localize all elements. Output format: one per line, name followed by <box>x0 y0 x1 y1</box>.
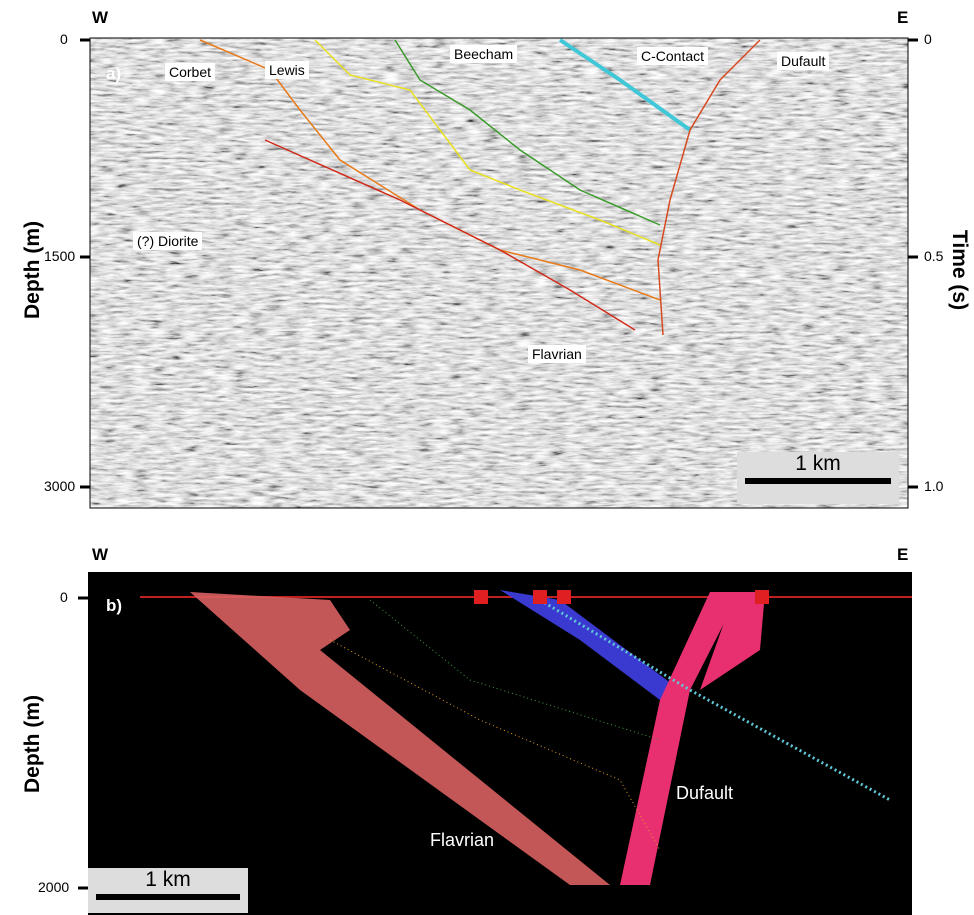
west-label: W <box>92 545 108 565</box>
scale-bar: 1 km <box>88 868 248 913</box>
y2-tick-label: 0 <box>924 31 932 47</box>
y2-axis-title: Time (s) <box>947 225 971 315</box>
panel-label: b) <box>106 596 122 616</box>
panel-b-image <box>78 572 912 915</box>
y-axis-title: Depth (m) <box>21 689 45 799</box>
y-tick-label: 3000 <box>44 478 75 494</box>
annotation: Dufault <box>777 52 829 70</box>
y2-tick-label: 0.5 <box>924 248 943 264</box>
y-tick-label: 0 <box>60 589 68 605</box>
annotation: Flavrian <box>430 830 494 851</box>
y-tick-label: 0 <box>60 31 68 47</box>
east-label: E <box>897 8 908 28</box>
y-tick-label: 1500 <box>44 248 75 264</box>
annotation: C-Contact <box>637 47 708 65</box>
panel-label: a) <box>106 64 121 84</box>
page: W E 0 1500 3000 0 0.5 1.0 Depth (m) Time… <box>0 0 974 915</box>
scale-bar-label: 1 km <box>145 868 191 891</box>
east-label: E <box>897 545 908 565</box>
y-tick-label: 2000 <box>38 879 69 895</box>
annotation: Lewis <box>265 61 309 79</box>
scale-bar: 1 km <box>737 452 899 504</box>
annotation: Beecham <box>450 45 517 63</box>
west-label: W <box>92 8 108 28</box>
panel-a-image <box>80 38 918 508</box>
y-axis-title: Depth (m) <box>21 215 45 325</box>
annotation: Flavrian <box>528 345 586 363</box>
scale-bar-label: 1 km <box>795 452 841 475</box>
annotation: Dufault <box>676 783 733 804</box>
annotation: Corbet <box>165 63 215 81</box>
annotation: (?) Diorite <box>133 232 202 250</box>
y2-tick-label: 1.0 <box>924 478 943 494</box>
